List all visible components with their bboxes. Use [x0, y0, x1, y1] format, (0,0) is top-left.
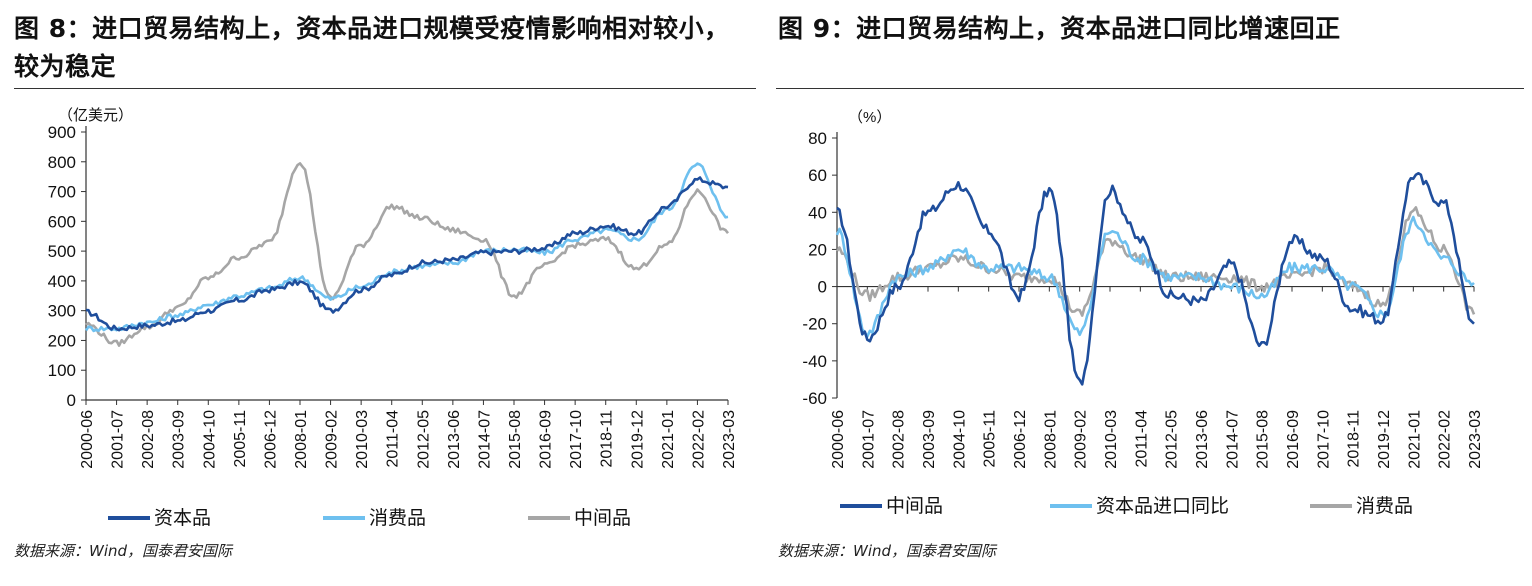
- x-tick-label: 2019-12: [1376, 410, 1393, 469]
- x-tick-label: 2022-02: [690, 410, 707, 469]
- x-tick-label: 2001-07: [110, 410, 127, 469]
- x-tick-label: 2023-03: [1467, 410, 1484, 469]
- title-divider: [14, 88, 756, 89]
- series-line: [85, 176, 729, 332]
- source-note: 数据来源：Wind，国泰君安国际: [778, 542, 997, 560]
- legend-label: 消费品: [369, 507, 426, 529]
- y-tick-label: 600: [48, 212, 76, 231]
- series-line: [85, 162, 730, 347]
- unit-label: （亿美元）: [58, 107, 133, 124]
- y-tick-label: 0: [818, 278, 827, 297]
- right-panel: 图 9：进口贸易结构上，资本品进口同比增速回正 （%） -60 -40 -20 0 20 4…: [770, 0, 1532, 586]
- x-tick-label: 2003-09: [171, 410, 188, 469]
- x-tick-label: 2022-02: [1437, 410, 1454, 469]
- unit-label: （%）: [848, 109, 891, 126]
- x-tick-label: 2019-12: [629, 410, 646, 469]
- x-tick-label: 2013-06: [1194, 410, 1211, 469]
- legend-label: 中间品: [886, 495, 943, 517]
- y-tick-label: 80: [808, 129, 827, 148]
- x-tick-label: 2018-11: [599, 410, 616, 468]
- legend-label: 中间品: [574, 507, 631, 529]
- x-tick-label: 2012-05: [415, 410, 432, 469]
- x-tick-label: 2016-09: [1285, 410, 1302, 469]
- x-tick-label: 2011-04: [1133, 410, 1150, 468]
- chart-title: 图 9：进口贸易结构上，资本品进口同比增速回正: [778, 14, 1341, 43]
- x-tick-label: 2016-09: [538, 410, 555, 469]
- x-tick-label: 2010-03: [354, 410, 371, 469]
- x-tick-label: 2008-01: [1042, 410, 1059, 469]
- y-tick-label: 300: [48, 302, 76, 321]
- import-growth-chart: （%） -60 -40 -20 0 20 40 60 80 2000-06 2001-07 2002-…: [802, 109, 1484, 517]
- x-tick-label: 2006-12: [262, 410, 279, 469]
- x-tick-label: 2008-01: [293, 410, 310, 469]
- y-tick-label: 60: [808, 166, 827, 185]
- chart-title: 图 8：进口贸易结构上，资本品进口规模受疫情影响相对较小，较为稳定: [14, 14, 730, 81]
- y-tick-label: 20: [808, 240, 827, 259]
- y-tick-label: 500: [48, 242, 76, 261]
- y-tick-label: 400: [48, 272, 76, 291]
- x-tick-label: 2009-02: [1073, 410, 1090, 469]
- series-line: [836, 172, 1475, 386]
- x-tick-label: 2015-08: [1255, 410, 1272, 469]
- x-tick-label: 2012-05: [1164, 410, 1181, 469]
- y-tick-label: -20: [802, 315, 827, 334]
- x-tick-label: 2002-08: [891, 410, 908, 469]
- x-tick-label: 2001-07: [860, 410, 877, 469]
- x-tick-label: 2015-08: [507, 410, 524, 469]
- x-tick-label: 2004-10: [201, 410, 218, 469]
- x-tick-label: 2018-11: [1346, 410, 1363, 468]
- x-tick-label: 2005-11: [232, 410, 249, 468]
- x-tick-label: 2006-12: [1012, 410, 1029, 469]
- y-tick-label: 200: [48, 331, 76, 350]
- series-line: [835, 215, 1475, 338]
- x-tick-label: 2017-10: [568, 410, 585, 469]
- x-tick-label: 2005-11: [982, 410, 999, 468]
- source-note: 数据来源：Wind，国泰君安国际: [14, 542, 233, 560]
- y-tick-label: 100: [48, 361, 76, 380]
- y-tick-label: -40: [802, 352, 827, 371]
- y-tick-label: 700: [48, 183, 76, 202]
- x-tick-label: 2021-01: [1406, 410, 1423, 469]
- x-tick-label: 2009-02: [324, 410, 341, 469]
- x-tick-label: 2021-01: [660, 410, 677, 469]
- x-tick-label: 2013-06: [446, 410, 463, 469]
- left-panel: 图 8：进口贸易结构上，资本品进口规模受疫情影响相对较小，较为稳定 （亿美元） 0…: [0, 0, 760, 586]
- x-tick-label: 2000-06: [79, 410, 96, 469]
- x-tick-label: 2003-09: [921, 410, 938, 469]
- y-tick-label: 800: [48, 153, 76, 172]
- x-tick-label: 2023-03: [721, 410, 738, 469]
- series-line: [835, 206, 1476, 317]
- x-tick-label: 2011-04: [385, 410, 402, 468]
- x-tick-label: 2017-10: [1315, 410, 1332, 469]
- y-tick-label: 0: [67, 391, 76, 410]
- title-divider: [776, 88, 1524, 89]
- x-tick-label: 2000-06: [830, 410, 847, 469]
- x-tick-label: 2004-10: [951, 410, 968, 469]
- legend-label: 资本品进口同比: [1096, 495, 1229, 517]
- import-scale-chart: （亿美元） 0 100 200 300 400 500 600 700 800 900 2000-06…: [48, 107, 738, 529]
- x-tick-label: 2002-08: [140, 410, 157, 469]
- x-tick-label: 2014-07: [1224, 410, 1241, 469]
- legend-label: 消费品: [1356, 495, 1413, 517]
- x-tick-label: 2010-03: [1103, 410, 1120, 469]
- y-tick-label: 900: [48, 123, 76, 142]
- x-tick-label: 2014-07: [476, 410, 493, 469]
- legend-label: 资本品: [154, 507, 211, 529]
- y-tick-label: 40: [808, 203, 827, 222]
- y-tick-label: -60: [802, 389, 827, 408]
